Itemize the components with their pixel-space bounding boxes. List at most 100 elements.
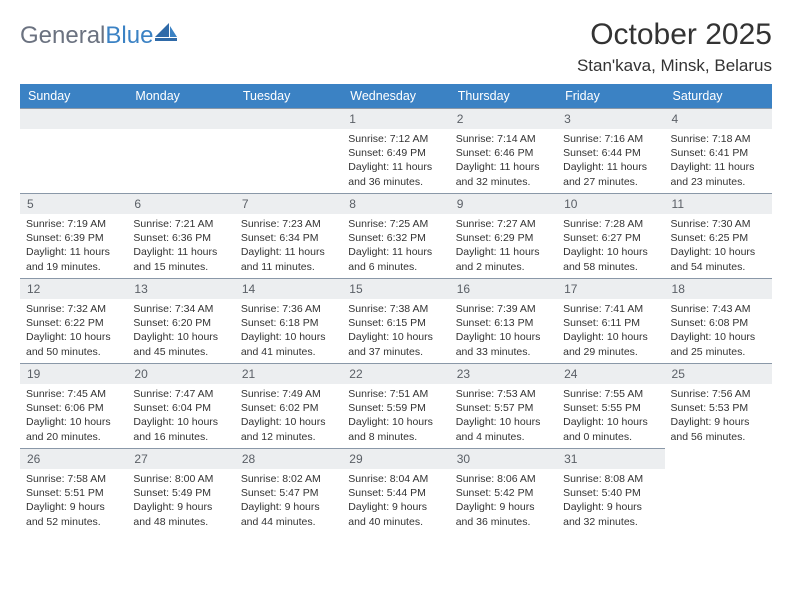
daylight-text: Daylight: 11 hours and 11 minutes. bbox=[241, 245, 336, 273]
logo-text-gray: General bbox=[20, 22, 105, 50]
weekday-header: Thursday bbox=[450, 84, 557, 108]
sunrise-text: Sunrise: 7:30 AM bbox=[671, 217, 766, 231]
calendar-cell: 22Sunrise: 7:51 AMSunset: 5:59 PMDayligh… bbox=[342, 363, 449, 448]
day-number: 30 bbox=[450, 448, 557, 469]
sunset-text: Sunset: 5:49 PM bbox=[133, 486, 228, 500]
sunrise-text: Sunrise: 7:12 AM bbox=[348, 132, 443, 146]
weekday-header: Tuesday bbox=[235, 84, 342, 108]
day-number: 19 bbox=[20, 363, 127, 384]
sunset-text: Sunset: 6:15 PM bbox=[348, 316, 443, 330]
weekday-header: Wednesday bbox=[342, 84, 449, 108]
daylight-text: Daylight: 11 hours and 6 minutes. bbox=[348, 245, 443, 273]
day-content: Sunrise: 8:04 AMSunset: 5:44 PMDaylight:… bbox=[342, 469, 449, 533]
day-content: Sunrise: 7:49 AMSunset: 6:02 PMDaylight:… bbox=[235, 384, 342, 448]
sunset-text: Sunset: 6:39 PM bbox=[26, 231, 121, 245]
calendar-cell bbox=[665, 448, 772, 533]
calendar-cell bbox=[20, 108, 127, 193]
sunset-text: Sunset: 6:13 PM bbox=[456, 316, 551, 330]
day-number: 8 bbox=[342, 193, 449, 214]
calendar-row: 1Sunrise: 7:12 AMSunset: 6:49 PMDaylight… bbox=[20, 108, 772, 193]
day-content: Sunrise: 7:12 AMSunset: 6:49 PMDaylight:… bbox=[342, 129, 449, 193]
calendar-row: 5Sunrise: 7:19 AMSunset: 6:39 PMDaylight… bbox=[20, 193, 772, 278]
sunset-text: Sunset: 5:51 PM bbox=[26, 486, 121, 500]
calendar-cell: 11Sunrise: 7:30 AMSunset: 6:25 PMDayligh… bbox=[665, 193, 772, 278]
daylight-text: Daylight: 10 hours and 54 minutes. bbox=[671, 245, 766, 273]
location: Stan'kava, Minsk, Belarus bbox=[577, 56, 772, 76]
sunrise-text: Sunrise: 7:49 AM bbox=[241, 387, 336, 401]
day-content: Sunrise: 7:21 AMSunset: 6:36 PMDaylight:… bbox=[127, 214, 234, 278]
day-number: 7 bbox=[235, 193, 342, 214]
calendar-cell: 14Sunrise: 7:36 AMSunset: 6:18 PMDayligh… bbox=[235, 278, 342, 363]
logo-sail-icon bbox=[155, 20, 177, 48]
sunset-text: Sunset: 6:49 PM bbox=[348, 146, 443, 160]
calendar-cell: 21Sunrise: 7:49 AMSunset: 6:02 PMDayligh… bbox=[235, 363, 342, 448]
sunrise-text: Sunrise: 7:55 AM bbox=[563, 387, 658, 401]
calendar-cell: 28Sunrise: 8:02 AMSunset: 5:47 PMDayligh… bbox=[235, 448, 342, 533]
sunrise-text: Sunrise: 7:53 AM bbox=[456, 387, 551, 401]
day-content: Sunrise: 7:47 AMSunset: 6:04 PMDaylight:… bbox=[127, 384, 234, 448]
sunrise-text: Sunrise: 8:04 AM bbox=[348, 472, 443, 486]
day-number: 5 bbox=[20, 193, 127, 214]
sunrise-text: Sunrise: 7:27 AM bbox=[456, 217, 551, 231]
day-number: 4 bbox=[665, 108, 772, 129]
day-content: Sunrise: 7:14 AMSunset: 6:46 PMDaylight:… bbox=[450, 129, 557, 193]
calendar-table: Sunday Monday Tuesday Wednesday Thursday… bbox=[20, 84, 772, 533]
day-number: 24 bbox=[557, 363, 664, 384]
day-number: 27 bbox=[127, 448, 234, 469]
sunrise-text: Sunrise: 7:58 AM bbox=[26, 472, 121, 486]
sunset-text: Sunset: 6:29 PM bbox=[456, 231, 551, 245]
header: GeneralBlue October 2025 Stan'kava, Mins… bbox=[20, 18, 772, 76]
logo: GeneralBlue bbox=[20, 22, 177, 50]
calendar-cell: 20Sunrise: 7:47 AMSunset: 6:04 PMDayligh… bbox=[127, 363, 234, 448]
sunrise-text: Sunrise: 7:23 AM bbox=[241, 217, 336, 231]
daylight-text: Daylight: 9 hours and 48 minutes. bbox=[133, 500, 228, 528]
day-content: Sunrise: 7:58 AMSunset: 5:51 PMDaylight:… bbox=[20, 469, 127, 533]
daylight-text: Daylight: 10 hours and 50 minutes. bbox=[26, 330, 121, 358]
sunrise-text: Sunrise: 7:47 AM bbox=[133, 387, 228, 401]
calendar-row: 26Sunrise: 7:58 AMSunset: 5:51 PMDayligh… bbox=[20, 448, 772, 533]
day-number: 2 bbox=[450, 108, 557, 129]
day-content: Sunrise: 7:43 AMSunset: 6:08 PMDaylight:… bbox=[665, 299, 772, 363]
calendar-cell: 30Sunrise: 8:06 AMSunset: 5:42 PMDayligh… bbox=[450, 448, 557, 533]
sunset-text: Sunset: 6:04 PM bbox=[133, 401, 228, 415]
calendar-cell bbox=[127, 108, 234, 193]
title-block: October 2025 Stan'kava, Minsk, Belarus bbox=[577, 18, 772, 76]
daylight-text: Daylight: 10 hours and 20 minutes. bbox=[26, 415, 121, 443]
weekday-header: Saturday bbox=[665, 84, 772, 108]
day-content: Sunrise: 7:45 AMSunset: 6:06 PMDaylight:… bbox=[20, 384, 127, 448]
day-content: Sunrise: 7:19 AMSunset: 6:39 PMDaylight:… bbox=[20, 214, 127, 278]
day-content: Sunrise: 7:32 AMSunset: 6:22 PMDaylight:… bbox=[20, 299, 127, 363]
calendar-row: 19Sunrise: 7:45 AMSunset: 6:06 PMDayligh… bbox=[20, 363, 772, 448]
calendar-cell: 3Sunrise: 7:16 AMSunset: 6:44 PMDaylight… bbox=[557, 108, 664, 193]
day-content: Sunrise: 7:38 AMSunset: 6:15 PMDaylight:… bbox=[342, 299, 449, 363]
sunrise-text: Sunrise: 7:36 AM bbox=[241, 302, 336, 316]
calendar-cell: 4Sunrise: 7:18 AMSunset: 6:41 PMDaylight… bbox=[665, 108, 772, 193]
weekday-header: Monday bbox=[127, 84, 234, 108]
daylight-text: Daylight: 11 hours and 27 minutes. bbox=[563, 160, 658, 188]
daylight-text: Daylight: 9 hours and 56 minutes. bbox=[671, 415, 766, 443]
day-number: 16 bbox=[450, 278, 557, 299]
day-number: 18 bbox=[665, 278, 772, 299]
day-number: 25 bbox=[665, 363, 772, 384]
daylight-text: Daylight: 9 hours and 32 minutes. bbox=[563, 500, 658, 528]
calendar-cell: 23Sunrise: 7:53 AMSunset: 5:57 PMDayligh… bbox=[450, 363, 557, 448]
sunrise-text: Sunrise: 7:32 AM bbox=[26, 302, 121, 316]
calendar-cell: 12Sunrise: 7:32 AMSunset: 6:22 PMDayligh… bbox=[20, 278, 127, 363]
sunset-text: Sunset: 5:55 PM bbox=[563, 401, 658, 415]
calendar-cell: 29Sunrise: 8:04 AMSunset: 5:44 PMDayligh… bbox=[342, 448, 449, 533]
sunrise-text: Sunrise: 7:43 AM bbox=[671, 302, 766, 316]
calendar-cell: 2Sunrise: 7:14 AMSunset: 6:46 PMDaylight… bbox=[450, 108, 557, 193]
daylight-text: Daylight: 9 hours and 40 minutes. bbox=[348, 500, 443, 528]
sunset-text: Sunset: 6:08 PM bbox=[671, 316, 766, 330]
daylight-text: Daylight: 10 hours and 29 minutes. bbox=[563, 330, 658, 358]
calendar-cell bbox=[235, 108, 342, 193]
day-number: 1 bbox=[342, 108, 449, 129]
calendar-cell: 24Sunrise: 7:55 AMSunset: 5:55 PMDayligh… bbox=[557, 363, 664, 448]
sunset-text: Sunset: 5:59 PM bbox=[348, 401, 443, 415]
sunrise-text: Sunrise: 7:45 AM bbox=[26, 387, 121, 401]
day-content: Sunrise: 7:28 AMSunset: 6:27 PMDaylight:… bbox=[557, 214, 664, 278]
daylight-text: Daylight: 10 hours and 37 minutes. bbox=[348, 330, 443, 358]
sunrise-text: Sunrise: 7:34 AM bbox=[133, 302, 228, 316]
day-number: 31 bbox=[557, 448, 664, 469]
day-number: 10 bbox=[557, 193, 664, 214]
